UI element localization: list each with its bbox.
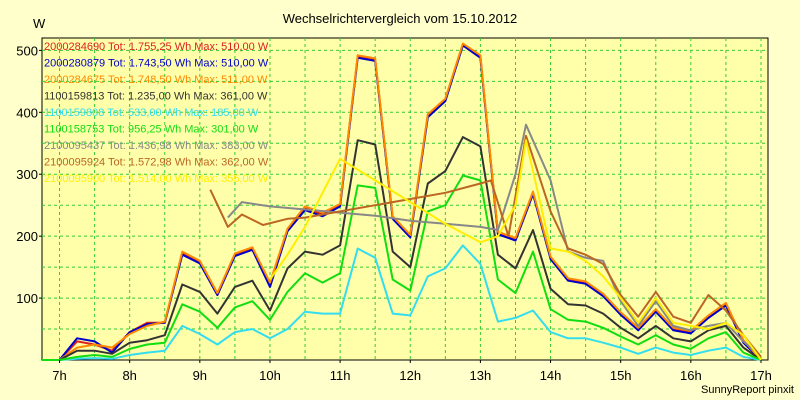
- legend-entry: 2000284690 Tot: 1.755,25 Wh Max: 510,00 …: [44, 41, 269, 53]
- y-tick-label: 200: [16, 229, 38, 244]
- footer-credit: SunnyReport pinxit: [701, 384, 794, 396]
- y-tick-label: 500: [16, 43, 38, 58]
- legend-entry: 2100095437 Tot: 1.436,98 Wh Max: 383,00 …: [44, 140, 269, 152]
- x-tick-label: 17h: [750, 368, 772, 383]
- x-tick-label: 13h: [470, 368, 492, 383]
- x-tick-label: 14h: [540, 368, 562, 383]
- y-tick-label: 100: [16, 291, 38, 306]
- legend: 2000284690 Tot: 1.755,25 Wh Max: 510,00 …: [44, 41, 269, 185]
- series-line-5: [42, 244, 762, 361]
- x-tick-label: 15h: [610, 368, 632, 383]
- series-line-7: [227, 123, 762, 358]
- chart-title: Wechselrichtervergleich vom 15.10.2012: [283, 11, 518, 26]
- x-tick-label: 10h: [259, 368, 281, 383]
- series-line-3: [42, 42, 762, 361]
- legend-entry: 2100095900 Tot: 1.514,00 Wh Max: 355,00 …: [44, 173, 269, 185]
- y-tick-label: 400: [16, 105, 38, 120]
- legend-entry: 1100158753 Tot: 956,25 Wh Max: 301,00 W: [44, 124, 259, 136]
- x-tick-label: 11h: [330, 368, 351, 383]
- legend-entry: 2000280879 Tot: 1.743,50 Wh Max: 510,00 …: [44, 58, 269, 70]
- x-tick-label: 9h: [193, 368, 207, 383]
- x-tick-label: 12h: [399, 368, 421, 383]
- legend-entry: 2100095924 Tot: 1.572,98 Wh Max: 362,00 …: [44, 157, 269, 169]
- grid-lines: [42, 38, 768, 360]
- legend-entry: 1100159813 Tot: 1.235,00 Wh Max: 361,00 …: [44, 91, 268, 103]
- series-line-9: [269, 139, 762, 361]
- legend-entry: 2000284675 Tot: 1.748,50 Wh Max: 511,00 …: [44, 74, 268, 86]
- axis-ticks: 100 200 300 400 500 7h 8h 9h 10h 11h 12h 13h 14h 15h 1…: [16, 43, 772, 383]
- legend-entry: 1100159808 Tot: 533,00 Wh Max: 185,00 W: [44, 107, 259, 119]
- y-unit-label: W: [33, 16, 46, 31]
- series-lines: [42, 42, 762, 361]
- y-tick-label: 300: [16, 167, 38, 182]
- x-tick-label: 7h: [52, 368, 66, 383]
- x-tick-label: 8h: [122, 368, 136, 383]
- x-tick-label: 16h: [680, 368, 702, 383]
- series-line-6: [42, 174, 762, 361]
- series-line-4: [42, 136, 762, 361]
- series-line-8: [209, 134, 762, 358]
